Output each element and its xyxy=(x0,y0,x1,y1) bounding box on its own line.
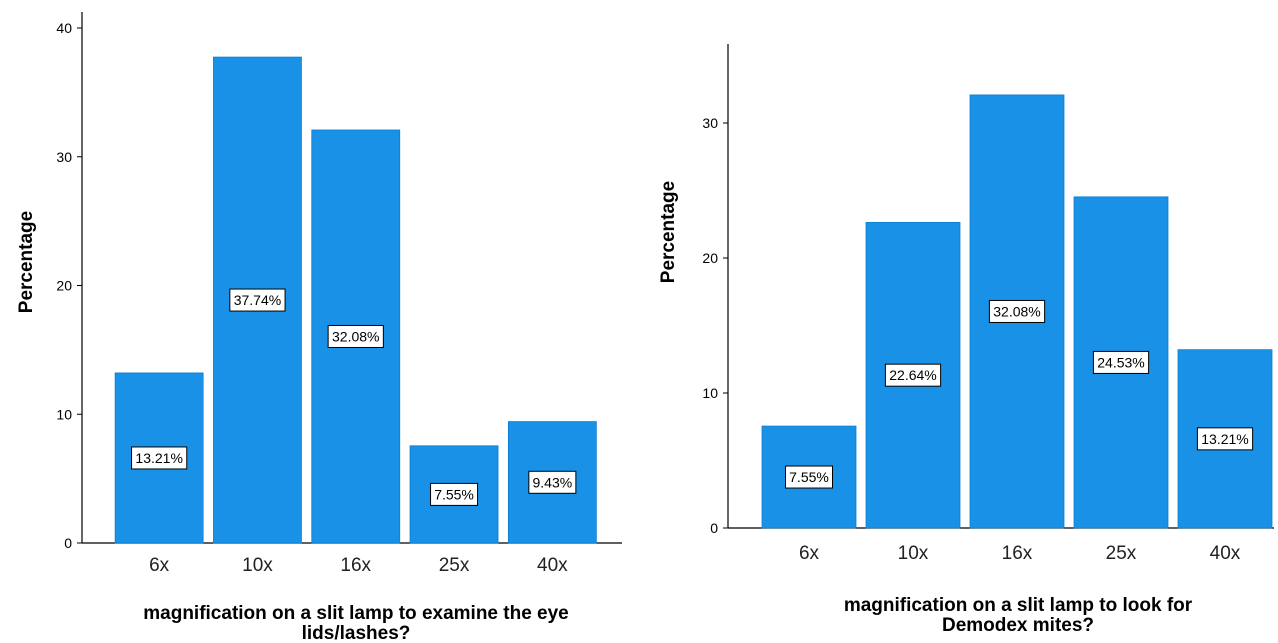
x-axis-label-line: magnification on a slit lamp to look for xyxy=(844,595,1193,616)
y-tick-label: 30 xyxy=(702,115,718,131)
x-tick-label: 10x xyxy=(898,543,929,564)
data-label-box xyxy=(131,446,188,470)
y-axis-label: Percentage xyxy=(16,211,37,313)
data-label-box xyxy=(884,363,942,387)
x-tick-label: 10x xyxy=(242,555,273,576)
x-tick-label: 40x xyxy=(537,555,568,576)
data-label-box xyxy=(229,288,286,312)
x-axis-label-line: Demodex mites? xyxy=(942,615,1094,636)
data-label: 37.74% xyxy=(234,292,281,308)
data-label: 7.55% xyxy=(434,486,474,502)
y-tick-label: 20 xyxy=(56,278,72,294)
x-tick-label: 25x xyxy=(439,555,470,576)
x-tick-label: 25x xyxy=(1106,543,1137,564)
x-tick-label: 40x xyxy=(1210,543,1241,564)
y-tick-label: 0 xyxy=(710,520,718,536)
y-tick-label: 20 xyxy=(702,250,718,266)
data-label-box xyxy=(430,482,479,506)
chart-1: 0 10 20 30 40 13.21% 6x 37.74% 10x 32.08% 16x 7.55%… xyxy=(16,12,622,643)
data-label: 13.21% xyxy=(135,450,182,466)
x-tick-label: 6x xyxy=(149,555,170,576)
data-label-box xyxy=(988,299,1046,323)
data-label: 7.55% xyxy=(789,469,829,485)
data-label: 13.21% xyxy=(1201,431,1248,447)
data-label-box xyxy=(1092,350,1150,374)
y-axis-label: Percentage xyxy=(658,181,679,283)
x-axis-label-line: magnification on a slit lamp to examine … xyxy=(143,603,569,624)
data-label: 9.43% xyxy=(532,474,572,490)
x-tick-label: 16x xyxy=(1002,543,1033,564)
data-label: 32.08% xyxy=(332,328,379,344)
x-axis-label-line: lids/lashes? xyxy=(302,623,411,643)
data-label: 22.64% xyxy=(889,367,936,383)
x-tick-label: 16x xyxy=(340,555,371,576)
data-label-box xyxy=(528,470,577,494)
data-label-box xyxy=(785,465,833,489)
chart-2: 0 10 20 30 7.55% 6x 22.64% 10x 32.08% 16x 24.53% 25… xyxy=(658,44,1274,636)
y-tick-label: 10 xyxy=(702,385,718,401)
data-label-box xyxy=(1196,427,1254,451)
data-label: 24.53% xyxy=(1097,354,1144,370)
y-tick-label: 40 xyxy=(56,20,72,36)
y-tick-label: 30 xyxy=(56,149,72,165)
data-label: 32.08% xyxy=(993,303,1040,319)
data-label-box xyxy=(327,324,384,348)
y-tick-label: 0 xyxy=(64,535,72,551)
x-tick-label: 6x xyxy=(799,543,820,564)
y-tick-label: 10 xyxy=(56,406,72,422)
